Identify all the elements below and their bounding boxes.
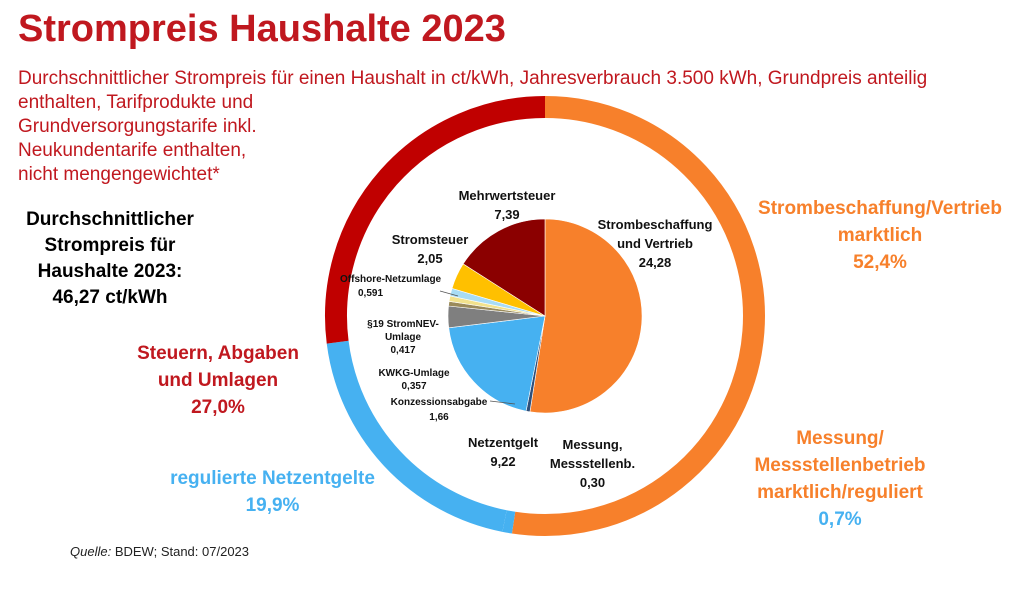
group-label-messung: Messung/ Messstellenbetrieb marktlich/re… bbox=[754, 428, 926, 530]
source-note: Quelle: BDEW; Stand: 07/2023 bbox=[70, 544, 250, 559]
slice-label-konzession: Konzessionsabgabe 1,66 bbox=[390, 397, 488, 423]
subtitle-line-4: Neukundentarife enthalten, bbox=[18, 140, 247, 161]
subtitle-line-1: Durchschnittlicher Strompreis für einen … bbox=[18, 68, 928, 89]
average-line-1: Durchschnittlicher bbox=[26, 209, 194, 230]
slice-label-messung: Messung, Messstellenb. 0,30 bbox=[549, 437, 636, 490]
subtitle-line-5: nicht mengengewichtet* bbox=[18, 164, 220, 185]
slice-label-kwkg: KWKG-Umlage 0,357 bbox=[378, 368, 450, 392]
average-line-2: Strompreis für bbox=[44, 235, 176, 256]
ring-segment-regulierte-netzentgelte bbox=[326, 340, 507, 532]
slice-label-netzentgelt: Netzentgelt 9,22 bbox=[467, 435, 539, 469]
leader-konzession bbox=[489, 400, 516, 405]
average-line-3: Haushalte 2023: bbox=[37, 261, 183, 282]
slice-label-strombeschaffung: Strombeschaffung und Vertrieb 24,28 bbox=[597, 217, 713, 270]
subtitle-line-3: Grundversorgungstarife inkl. bbox=[18, 116, 257, 137]
slice-label-offshore: Offshore-Netzumlage 0,591 bbox=[340, 274, 442, 299]
outer-ring bbox=[325, 96, 765, 536]
pie-slice-netzentgelt bbox=[448, 315, 546, 412]
leader-offshore bbox=[439, 290, 459, 297]
group-label-beschaffung: Strombeschaffung/Vertrieb marktlich 52,4… bbox=[758, 198, 1002, 273]
average-price-block: Durchschnittlicher Strompreis für Hausha… bbox=[10, 207, 210, 311]
group-label-netz: regulierte Netzentgelte 19,9% bbox=[170, 468, 375, 516]
group-label-steuern: Steuern, Abgaben und Umlagen 27,0% bbox=[137, 343, 299, 418]
average-line-4: 46,27 ct/kWh bbox=[52, 287, 168, 308]
slice-label-mehrwertsteuer: Mehrwertsteuer 7,39 bbox=[458, 188, 556, 222]
slice-label-stromsteuer: Stromsteuer 2,05 bbox=[391, 232, 469, 266]
leader-lines bbox=[439, 290, 516, 405]
pie-slice-mehrwertsteuer bbox=[462, 218, 546, 317]
ring-segment-steuern-abgaben-und-umlagen bbox=[325, 96, 546, 344]
subtitle-line-2: enthalten, Tarifprodukte und bbox=[18, 92, 254, 113]
chart-title: Strompreis Haushalte 2023 bbox=[18, 8, 506, 50]
ring-segment-messung-messstellenbetrieb bbox=[502, 510, 516, 534]
ring-segment-strombeschaffung-vertrieb-marktlich bbox=[511, 96, 765, 536]
slice-label-strom-nev: §19 StromNEV- Umlage 0,417 bbox=[367, 319, 439, 356]
inner-pie bbox=[447, 218, 643, 414]
pie-slice-strombeschaffung-und-vertrieb bbox=[529, 218, 643, 414]
